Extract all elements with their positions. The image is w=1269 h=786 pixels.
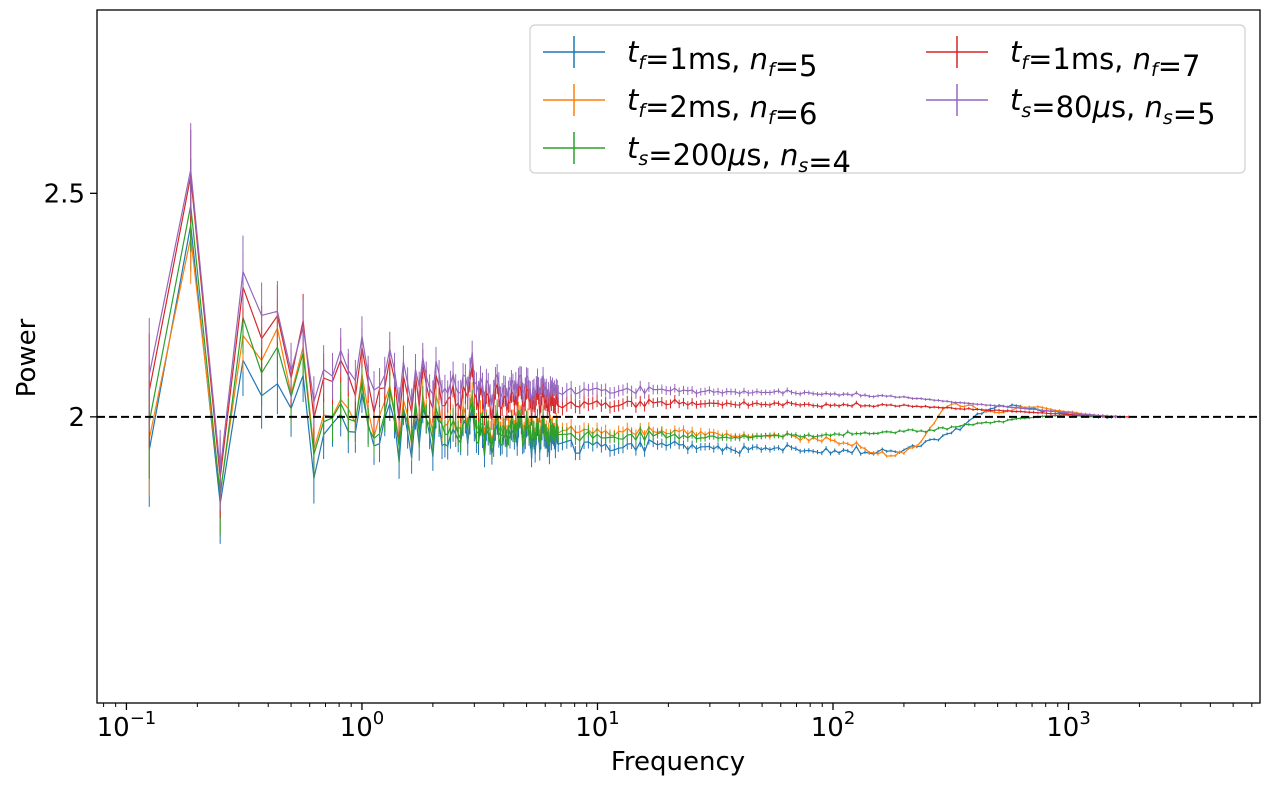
legend-item: ts=80μs, ns=5	[926, 83, 1216, 131]
plot-frame	[96, 9, 1261, 704]
x-tick-label: 101	[575, 708, 620, 743]
x-axis-label: Frequency	[611, 747, 745, 777]
y-tick-label: 2	[68, 403, 85, 433]
x-tick-label: 102	[811, 708, 856, 743]
y-axis: 22.5	[44, 179, 97, 433]
legend-label: tf=1ms, nf=7	[1010, 35, 1200, 83]
series-line	[148, 204, 1116, 497]
y-tick-label: 2.5	[44, 179, 85, 209]
legend-label: ts=80μs, ns=5	[1010, 83, 1216, 131]
x-tick-label: 10−1	[97, 708, 157, 743]
legend-label: tf=1ms, nf=5	[627, 35, 817, 83]
legend-label: tf=2ms, nf=6	[627, 83, 817, 131]
series-line	[148, 175, 1129, 479]
series-line	[148, 169, 1125, 471]
series-layer	[148, 123, 1130, 544]
x-axis: 10−1 100 101 102 103	[97, 703, 1253, 743]
legend-item: ts=200μs, ns=4	[543, 131, 851, 179]
legend: tf=1ms, nf=5tf=2ms, nf=6ts=200μs, ns=4 tf…	[529, 24, 1246, 179]
legend-item: tf=2ms, nf=6	[543, 83, 817, 131]
y-axis-label: Power	[12, 318, 42, 397]
x-tick-label: 103	[1046, 708, 1091, 743]
legend-box	[529, 24, 1246, 174]
legend-item: tf=1ms, nf=5	[543, 35, 817, 83]
legend-item: tf=1ms, nf=7	[926, 35, 1200, 83]
x-tick-label: 100	[340, 708, 385, 743]
series-5	[148, 123, 1125, 511]
legend-label: ts=200μs, ns=4	[627, 131, 851, 179]
